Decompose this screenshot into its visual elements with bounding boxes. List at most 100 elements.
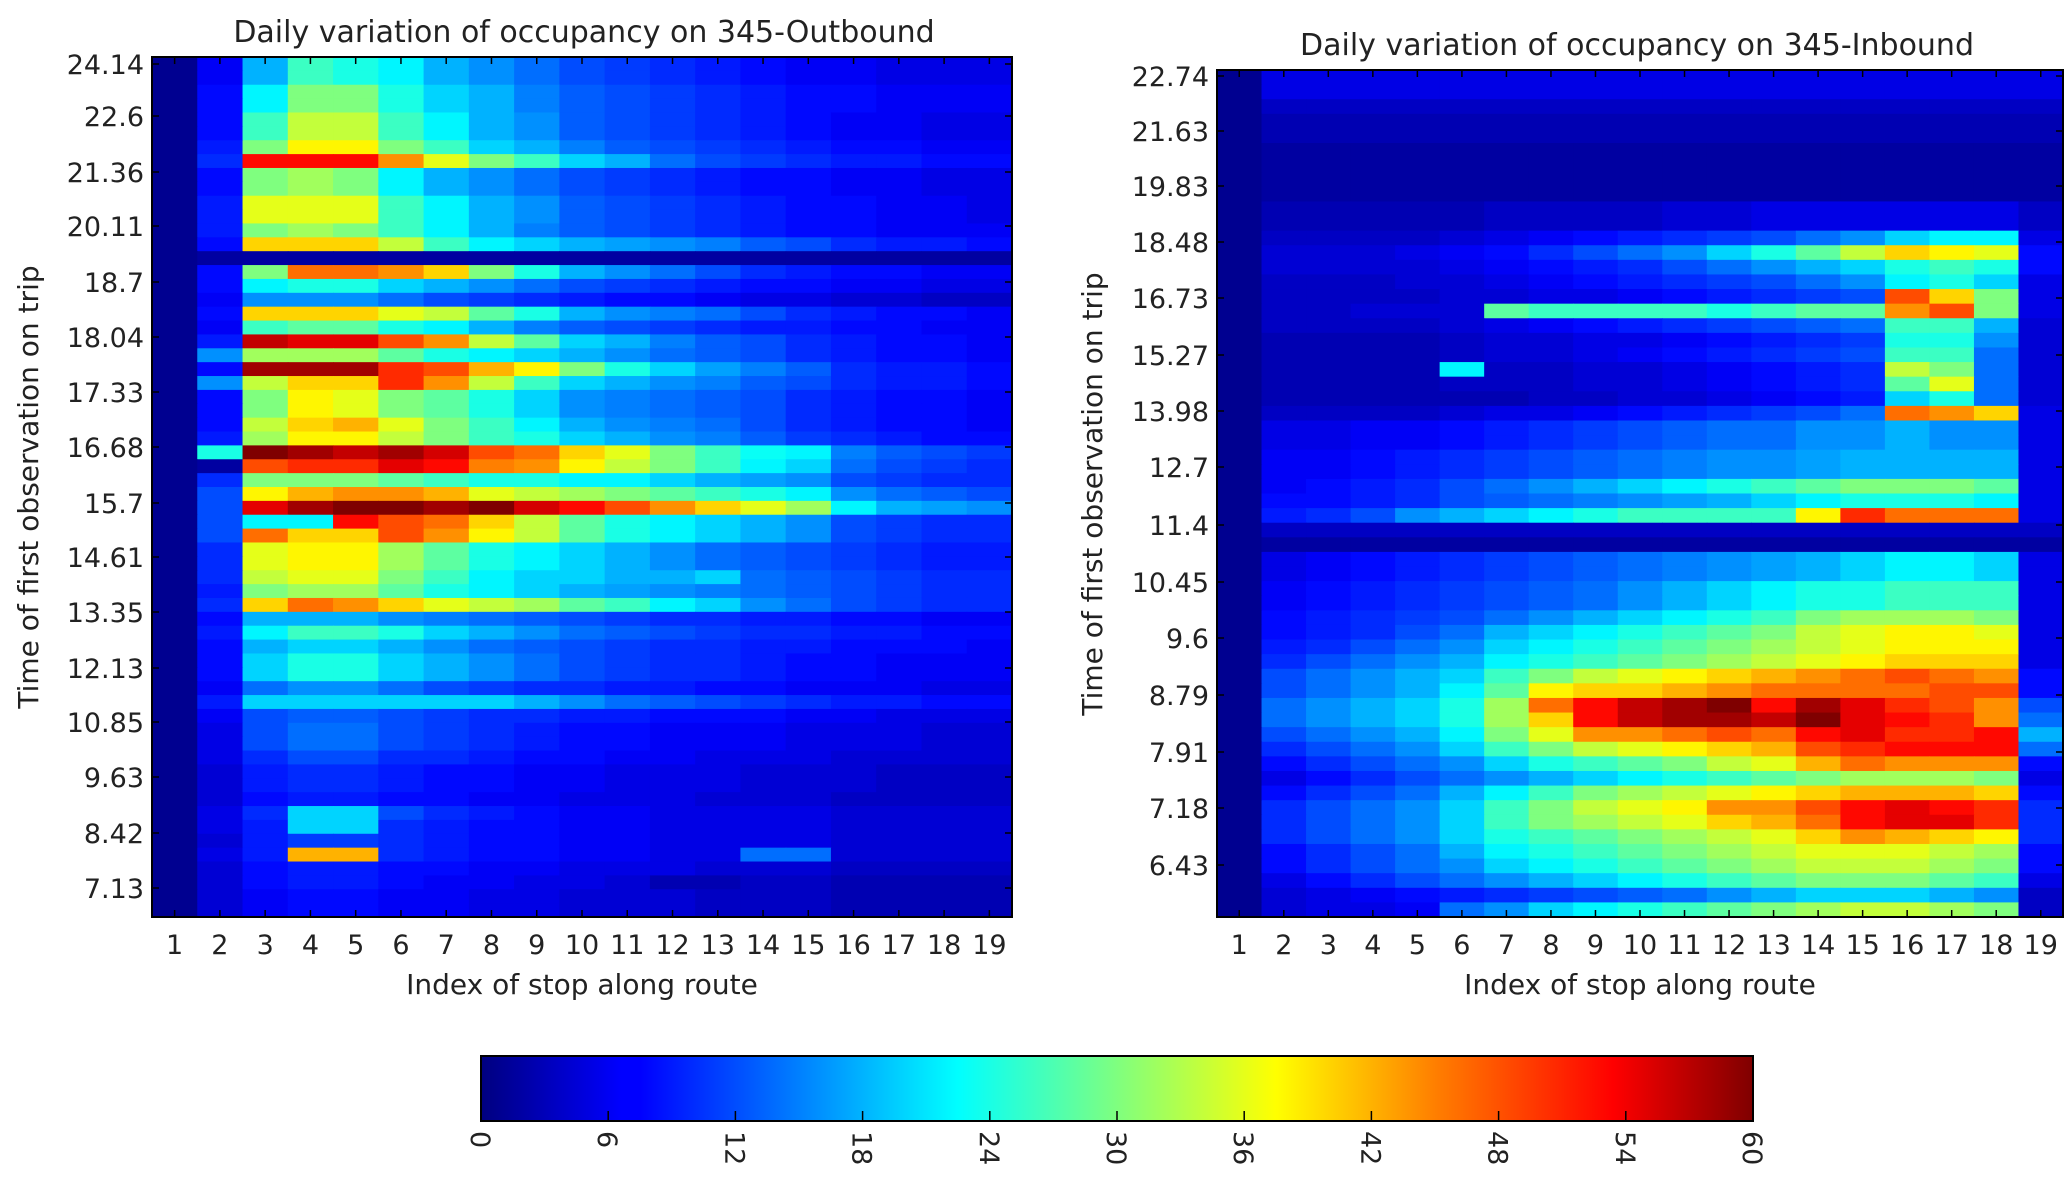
inbound-cell bbox=[1840, 201, 1886, 217]
inbound-cell bbox=[1439, 230, 1485, 246]
inbound-cell bbox=[1350, 683, 1396, 699]
outbound-cell bbox=[830, 140, 877, 155]
outbound-cell bbox=[966, 320, 1013, 336]
outbound-cell bbox=[604, 306, 651, 322]
inbound-cell bbox=[1439, 332, 1485, 349]
inbound-cell bbox=[1840, 581, 1886, 597]
inbound-cell bbox=[1884, 887, 1931, 903]
outbound-cell bbox=[966, 639, 1013, 655]
outbound-cell bbox=[966, 556, 1013, 571]
inbound-cell bbox=[1662, 99, 1708, 115]
inbound-cell bbox=[1706, 887, 1752, 903]
inbound-cell bbox=[1751, 668, 1797, 684]
inbound-cell bbox=[1706, 449, 1752, 465]
inbound-cell bbox=[1706, 274, 1752, 290]
outbound-cell bbox=[740, 140, 787, 155]
inbound-cell bbox=[1795, 785, 1841, 801]
outbound-cell bbox=[152, 889, 198, 904]
inbound-cell bbox=[1751, 887, 1797, 903]
outbound-cell bbox=[966, 306, 1013, 322]
inbound-cell bbox=[1617, 727, 1663, 743]
inbound-cell bbox=[1439, 654, 1485, 670]
inbound-cell bbox=[1439, 347, 1485, 363]
outbound-cell bbox=[559, 542, 606, 557]
outbound-cell bbox=[333, 722, 379, 738]
outbound-cell bbox=[468, 98, 515, 114]
outbound-cell bbox=[695, 806, 742, 821]
inbound-cell bbox=[1884, 259, 1931, 276]
outbound-cell bbox=[740, 778, 787, 793]
inbound-cell bbox=[1795, 814, 1841, 830]
outbound-cell bbox=[830, 334, 877, 349]
inbound-cell bbox=[2018, 741, 2064, 757]
inbound-cell bbox=[1573, 887, 1619, 903]
outbound-cell bbox=[423, 500, 470, 516]
outbound-cell bbox=[830, 528, 877, 544]
inbound-cell bbox=[1395, 493, 1441, 509]
inbound-cell bbox=[1306, 654, 1352, 670]
outbound-cell bbox=[378, 792, 425, 807]
outbound-cell bbox=[966, 403, 1013, 419]
inbound-cell bbox=[1217, 230, 1263, 246]
inbound-cell bbox=[1884, 551, 1931, 568]
inbound-cell bbox=[1306, 595, 1352, 611]
inbound-cell bbox=[1706, 435, 1752, 451]
outbound-cell bbox=[378, 625, 425, 641]
inbound-cell bbox=[1662, 157, 1708, 173]
outbound-cell bbox=[830, 417, 877, 433]
outbound-cell bbox=[966, 528, 1013, 544]
inbound-cell bbox=[1617, 216, 1663, 232]
outbound-cell bbox=[287, 223, 334, 238]
inbound-cell bbox=[1439, 829, 1485, 845]
inbound-cell bbox=[1217, 610, 1263, 626]
inbound-cell bbox=[1439, 128, 1485, 144]
outbound-cell bbox=[740, 833, 787, 849]
outbound-cell bbox=[830, 195, 877, 211]
inbound-cell bbox=[1751, 595, 1797, 611]
inbound-cell bbox=[1261, 668, 1307, 684]
outbound-cell bbox=[287, 792, 334, 807]
outbound-cell bbox=[649, 181, 696, 197]
outbound-cell bbox=[695, 639, 742, 655]
outbound-cell bbox=[785, 320, 832, 336]
inbound-cell bbox=[1973, 70, 2020, 86]
inbound-cell bbox=[1528, 756, 1574, 772]
outbound-cell bbox=[514, 681, 560, 696]
outbound-cell bbox=[559, 556, 606, 571]
inbound-cell bbox=[1795, 274, 1841, 290]
outbound-cell bbox=[921, 764, 968, 779]
inbound-cell bbox=[1617, 610, 1663, 626]
outbound-cell bbox=[604, 542, 651, 557]
inbound-cell bbox=[1706, 405, 1752, 422]
outbound-cell bbox=[333, 209, 379, 225]
inbound-cell bbox=[1840, 347, 1886, 363]
outbound-cell bbox=[287, 181, 334, 197]
outbound-cells bbox=[152, 57, 1013, 918]
outbound-cell bbox=[152, 847, 198, 863]
outbound-cell bbox=[830, 237, 877, 252]
inbound-cell bbox=[1261, 770, 1307, 787]
inbound-cell bbox=[1217, 858, 1263, 874]
inbound-cell bbox=[1617, 551, 1663, 568]
inbound-cell bbox=[2018, 610, 2064, 626]
inbound-cell bbox=[1395, 727, 1441, 743]
outbound-cell bbox=[966, 889, 1013, 904]
outbound-cell bbox=[423, 847, 470, 863]
inbound-cell bbox=[1884, 683, 1931, 699]
inbound-cell bbox=[1840, 449, 1886, 465]
outbound-y-tick-label: 21.36 bbox=[67, 158, 144, 189]
outbound-cell bbox=[242, 70, 289, 86]
inbound-cell bbox=[1929, 493, 1975, 509]
inbound-cell bbox=[1306, 420, 1352, 436]
colorbar-tick-label: 6 bbox=[591, 1131, 622, 1148]
inbound-cell bbox=[1929, 581, 1975, 597]
inbound-cell bbox=[1350, 464, 1396, 480]
inbound-cell bbox=[1929, 84, 1975, 100]
outbound-cell bbox=[514, 639, 560, 655]
inbound-cell bbox=[1484, 113, 1530, 130]
outbound-cell bbox=[468, 181, 515, 197]
outbound-cell bbox=[559, 334, 606, 349]
inbound-cell bbox=[1706, 99, 1752, 115]
outbound-cell bbox=[785, 334, 832, 349]
inbound-cell bbox=[1706, 332, 1752, 349]
